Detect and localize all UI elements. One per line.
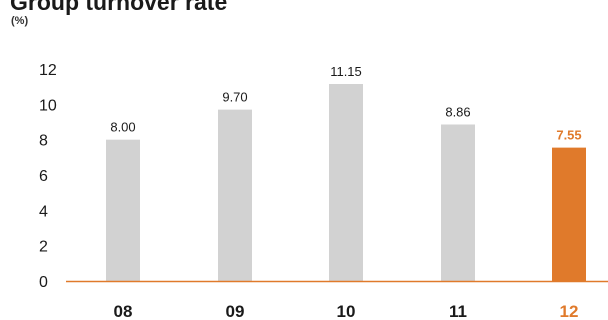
x-tick-label: 12 [560, 302, 579, 320]
y-tick-label: 12 [39, 62, 57, 79]
bar-12 [552, 147, 586, 281]
bar-08 [106, 139, 140, 281]
x-tick-label: 11 [449, 302, 467, 320]
value-labels: 8.00 9.70 11.15 8.86 7.55 [110, 64, 581, 143]
bar-10 [329, 84, 363, 282]
x-tick-label: 09 [226, 302, 245, 320]
y-tick-label: 8 [39, 133, 48, 150]
value-label: 11.15 [330, 64, 362, 79]
y-tick-label: 2 [39, 239, 48, 256]
bars [106, 84, 586, 282]
unit-label: (%) [11, 15, 29, 27]
bar-09 [218, 109, 252, 281]
y-tick-label: 6 [39, 168, 48, 185]
y-tick-label: 10 [39, 97, 57, 114]
chart-title: Group turnover rate [10, 0, 228, 15]
bar-11 [441, 124, 475, 282]
value-label: 7.55 [556, 128, 581, 143]
x-tick-label: 08 [114, 302, 133, 320]
y-tick-label: 0 [39, 274, 48, 291]
y-tick-label: 4 [39, 203, 48, 220]
value-label: 9.70 [222, 90, 247, 105]
x-tick-label: 10 [337, 302, 356, 320]
value-label: 8.00 [110, 120, 135, 135]
value-label: 8.86 [445, 104, 470, 119]
x-axis-labels: 08 09 10 11 12 [114, 302, 579, 320]
y-axis-ticks: 0 2 4 6 8 10 12 [39, 62, 57, 291]
